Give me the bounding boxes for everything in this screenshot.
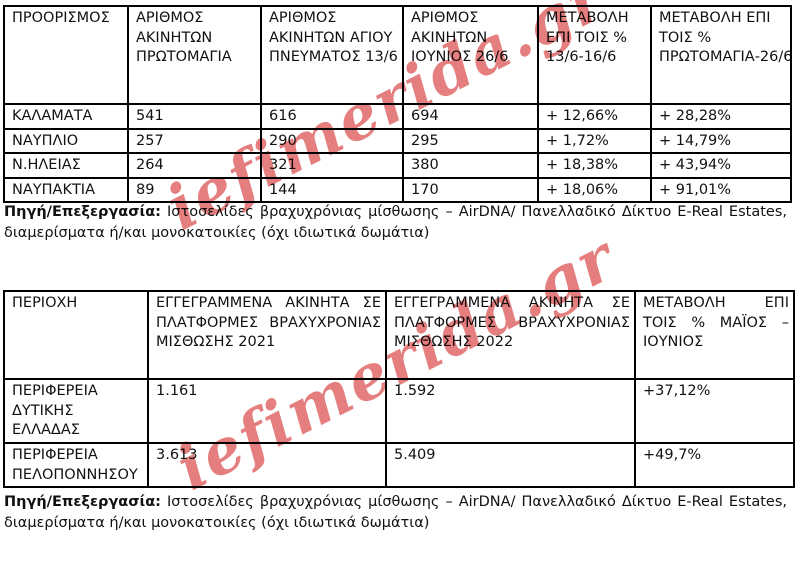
table-row: ΠΕΡΙΦΕΡΕΙΑ ΠΕΛΟΠΟΝΝΗΣΟΥ 3.613 5.409 +49,…	[3, 442, 795, 488]
region-cell: ΠΕΡΙΦΕΡΕΙΑ ΔΥΤΙΚΗΣ ΕΛΛΑΔΑΣ	[3, 378, 149, 444]
source-note: Πηγή/Επεξεργασία: Ιστοσελίδες βραχυχρόνι…	[4, 492, 787, 534]
source-note: Πηγή/Επεξεργασία: Ιστοσελίδες βραχυχρόνι…	[4, 202, 787, 244]
table-row: ΚΑΛΑΜΑΤΑ 541 616 694 + 12,66% + 28,28%	[3, 103, 792, 130]
percent-cell: +49,7%	[634, 442, 795, 488]
table-row: ΝΑΥΠΛΙΟ 257 290 295 + 1,72% + 14,79%	[3, 127, 792, 154]
header-count-holy-spirit: ΑΡΙΘΜΟΣ ΑΚΙΝΗΤΩΝ ΑΓΙΟΥ ΠΝΕΥΜΑΤΟΣ 13/6	[260, 5, 404, 105]
source-note-text: Ιστοσελίδες βραχυχρόνιας μίσθωσης – AirD…	[4, 494, 787, 531]
destination-cell: Ν.ΗΛΕΙΑΣ	[3, 152, 129, 179]
regions-table-header-row: ΠΕΡΙΟΧΗ ΕΓΓΕΓΡΑΜΜΕΝΑ ΑΚΙΝΗΤΑ ΣΕ ΠΛΑΤΦΟΡΜ…	[3, 290, 795, 380]
count-cell: 264	[127, 152, 262, 179]
count-cell: 321	[260, 152, 404, 179]
count-cell: 257	[127, 127, 262, 154]
count-cell: 89	[127, 176, 262, 203]
percent-cell: + 12,66%	[537, 103, 652, 130]
destination-cell: ΝΑΥΠΑΚΤΙΑ	[3, 176, 129, 203]
source-note-label: Πηγή/Επεξεργασία:	[4, 204, 161, 220]
destination-cell: ΝΑΥΠΛΙΟ	[3, 127, 129, 154]
header-change-mayday: ΜΕΤΑΒΟΛΗ ΕΠΙ ΤΟΙΣ % ΠΡΩΤΟΜΑΓΙΑ-26/6	[650, 5, 792, 105]
percent-cell: + 18,38%	[537, 152, 652, 179]
count-cell: 1.161	[147, 378, 387, 444]
count-cell: 170	[402, 176, 539, 203]
count-cell: 1.592	[385, 378, 636, 444]
destination-cell: ΚΑΛΑΜΑΤΑ	[3, 103, 129, 130]
table-row: ΠΕΡΙΦΕΡΕΙΑ ΔΥΤΙΚΗΣ ΕΛΛΑΔΑΣ 1.161 1.592 +…	[3, 378, 795, 444]
count-cell: 290	[260, 127, 404, 154]
count-cell: 3.613	[147, 442, 387, 488]
table-row: ΝΑΥΠΑΚΤΙΑ 89 144 170 + 18,06% + 91,01%	[3, 176, 792, 203]
regions-table: ΠΕΡΙΟΧΗ ΕΓΓΕΓΡΑΜΜΕΝΑ ΑΚΙΝΗΤΑ ΣΕ ΠΛΑΤΦΟΡΜ…	[3, 290, 795, 488]
header-registered-2022: ΕΓΓΕΓΡΑΜΜΕΝΑ ΑΚΙΝΗΤΑ ΣΕ ΠΛΑΤΦΟΡΜΕΣ ΒΡΑΧΥ…	[385, 290, 636, 380]
percent-cell: + 43,94%	[650, 152, 792, 179]
count-cell: 295	[402, 127, 539, 154]
percent-cell: +37,12%	[634, 378, 795, 444]
percent-cell: + 14,79%	[650, 127, 792, 154]
header-region: ΠΕΡΙΟΧΗ	[3, 290, 149, 380]
header-destination: ΠΡΟΟΡΙΣΜΟΣ	[3, 5, 129, 105]
count-cell: 5.409	[385, 442, 636, 488]
header-count-mayday: ΑΡΙΘΜΟΣ ΑΚΙΝΗΤΩΝ ΠΡΩΤΟΜΑΓΙΑ	[127, 5, 262, 105]
header-count-june: ΑΡΙΘΜΟΣ ΑΚΙΝΗΤΩΝ ΙΟΥΝΙΟΣ 26/6	[402, 5, 539, 105]
source-note-text: Ιστοσελίδες βραχυχρόνιας μίσθωσης – AirD…	[4, 204, 787, 241]
count-cell: 616	[260, 103, 404, 130]
percent-cell: + 28,28%	[650, 103, 792, 130]
region-cell: ΠΕΡΙΦΕΡΕΙΑ ΠΕΛΟΠΟΝΝΗΣΟΥ	[3, 442, 149, 488]
count-cell: 380	[402, 152, 539, 179]
header-change-june: ΜΕΤΑΒΟΛΗ ΕΠΙ ΤΟΙΣ % 13/6-16/6	[537, 5, 652, 105]
percent-cell: + 91,01%	[650, 176, 792, 203]
count-cell: 541	[127, 103, 262, 130]
header-registered-2021: ΕΓΓΕΓΡΑΜΜΕΝΑ ΑΚΙΝΗΤΑ ΣΕ ΠΛΑΤΦΟΡΜΕΣ ΒΡΑΧΥ…	[147, 290, 387, 380]
count-cell: 144	[260, 176, 404, 203]
table-row: Ν.ΗΛΕΙΑΣ 264 321 380 + 18,38% + 43,94%	[3, 152, 792, 179]
percent-cell: + 1,72%	[537, 127, 652, 154]
count-cell: 694	[402, 103, 539, 130]
source-note-label: Πηγή/Επεξεργασία:	[4, 494, 161, 510]
destinations-table: ΠΡΟΟΡΙΣΜΟΣ ΑΡΙΘΜΟΣ ΑΚΙΝΗΤΩΝ ΠΡΩΤΟΜΑΓΙΑ Α…	[3, 5, 792, 203]
percent-cell: + 18,06%	[537, 176, 652, 203]
destinations-table-header-row: ΠΡΟΟΡΙΣΜΟΣ ΑΡΙΘΜΟΣ ΑΚΙΝΗΤΩΝ ΠΡΩΤΟΜΑΓΙΑ Α…	[3, 5, 792, 105]
header-change-may-june: ΜΕΤΑΒΟΛΗ ΕΠΙ ΤΟΙΣ % ΜΑΪΟΣ – ΙΟΥΝΙΟΣ	[634, 290, 795, 380]
